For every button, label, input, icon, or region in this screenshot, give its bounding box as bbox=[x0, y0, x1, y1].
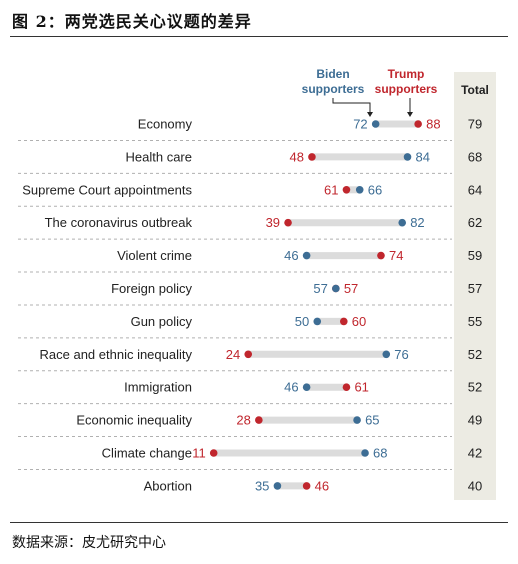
category-label: Economic inequality bbox=[76, 413, 192, 428]
biden-value-label: 68 bbox=[373, 446, 387, 461]
trump-dot bbox=[414, 120, 422, 128]
total-column-background bbox=[454, 72, 496, 500]
trump-dot bbox=[209, 449, 218, 457]
category-label: Foreign policy bbox=[111, 281, 192, 296]
category-label: Supreme Court appointments bbox=[22, 182, 192, 197]
biden-dot bbox=[361, 449, 369, 457]
biden-dot bbox=[332, 284, 340, 293]
total-value: 64 bbox=[468, 182, 482, 197]
total-value: 68 bbox=[468, 149, 482, 164]
top-rule bbox=[10, 36, 508, 37]
trump-value-label: 61 bbox=[354, 380, 368, 395]
biden-dot bbox=[313, 317, 322, 326]
trump-value-label: 60 bbox=[352, 314, 366, 329]
legend-trump-line2: supporters bbox=[375, 82, 438, 96]
trump-dot bbox=[308, 153, 316, 161]
total-value: 52 bbox=[468, 380, 482, 395]
category-label: Abortion bbox=[144, 478, 192, 493]
total-value: 62 bbox=[468, 215, 482, 230]
category-label: Economy bbox=[138, 117, 193, 132]
biden-value-label: 50 bbox=[295, 314, 309, 329]
legend-biden-line2: supporters bbox=[302, 82, 365, 96]
category-label: Health care bbox=[126, 149, 192, 164]
trump-dot bbox=[377, 251, 385, 260]
biden-value-label: 46 bbox=[284, 248, 298, 263]
category-label: Gun policy bbox=[131, 314, 193, 329]
biden-dot bbox=[398, 218, 407, 227]
chart-rows: Economy 88 72 79 Health care 48 84 68 Supreme Co… bbox=[18, 117, 482, 493]
total-value: 42 bbox=[468, 446, 482, 461]
trump-dot bbox=[302, 482, 311, 490]
category-label: Race and ethnic inequality bbox=[40, 347, 193, 362]
trump-value-label: 11 bbox=[192, 446, 206, 461]
category-label: Climate change bbox=[102, 446, 192, 461]
category-label: The coronavirus outbreak bbox=[45, 215, 193, 230]
source-note: 数据来源：皮尤研究中心 bbox=[12, 535, 166, 551]
total-header: Total bbox=[461, 83, 489, 97]
trump-value-label: 88 bbox=[426, 117, 440, 132]
biden-dot bbox=[353, 416, 361, 424]
dumbbell-chart: Total Biden supporters Trump supporters … bbox=[18, 67, 496, 500]
legend-trump-line1: Trump bbox=[388, 67, 425, 81]
biden-dot bbox=[273, 482, 282, 490]
total-value: 55 bbox=[468, 314, 482, 329]
trump-dot bbox=[244, 350, 253, 359]
biden-value-label: 76 bbox=[394, 347, 408, 362]
trump-value-label: 46 bbox=[315, 478, 329, 493]
trump-value-label: 61 bbox=[324, 182, 338, 197]
trump-dot bbox=[340, 317, 348, 326]
legend-biden-arrowhead bbox=[367, 112, 373, 117]
biden-value-label: 46 bbox=[284, 380, 298, 395]
biden-value-label: 57 bbox=[313, 281, 327, 296]
total-value: 59 bbox=[468, 248, 482, 263]
trump-dot bbox=[342, 186, 351, 194]
trump-dot bbox=[255, 416, 263, 424]
legend-biden-leader bbox=[332, 98, 371, 115]
biden-value-label: 82 bbox=[410, 215, 424, 230]
biden-value-label: 72 bbox=[353, 117, 367, 132]
trump-dot bbox=[284, 218, 292, 227]
trump-value-label: 24 bbox=[226, 347, 240, 362]
figure-title: 图 2：两党选民关心议题的差异 bbox=[12, 12, 252, 31]
biden-dot bbox=[355, 186, 364, 194]
category-label: Immigration bbox=[124, 380, 192, 395]
legend-biden-line1: Biden bbox=[316, 67, 349, 81]
biden-dot bbox=[302, 251, 311, 260]
trump-value-label: 57 bbox=[344, 281, 358, 296]
biden-dot bbox=[371, 120, 380, 128]
category-label: Violent crime bbox=[117, 248, 192, 263]
legend-trump-arrowhead bbox=[407, 112, 413, 117]
total-value: 79 bbox=[468, 117, 482, 132]
biden-dot bbox=[403, 153, 412, 161]
biden-value-label: 35 bbox=[255, 478, 269, 493]
bottom-rule bbox=[10, 522, 508, 523]
biden-value-label: 84 bbox=[416, 149, 430, 164]
biden-dot bbox=[382, 350, 391, 359]
total-value: 40 bbox=[468, 478, 482, 493]
trump-dot bbox=[342, 383, 351, 392]
total-value: 49 bbox=[468, 413, 482, 428]
trump-value-label: 74 bbox=[389, 248, 403, 263]
biden-value-label: 65 bbox=[365, 413, 379, 428]
trump-value-label: 39 bbox=[266, 215, 280, 230]
trump-value-label: 48 bbox=[289, 149, 303, 164]
total-value: 57 bbox=[468, 281, 482, 296]
biden-dot bbox=[302, 383, 311, 392]
total-value: 52 bbox=[468, 347, 482, 362]
biden-value-label: 66 bbox=[368, 182, 382, 197]
trump-value-label: 28 bbox=[236, 413, 250, 428]
